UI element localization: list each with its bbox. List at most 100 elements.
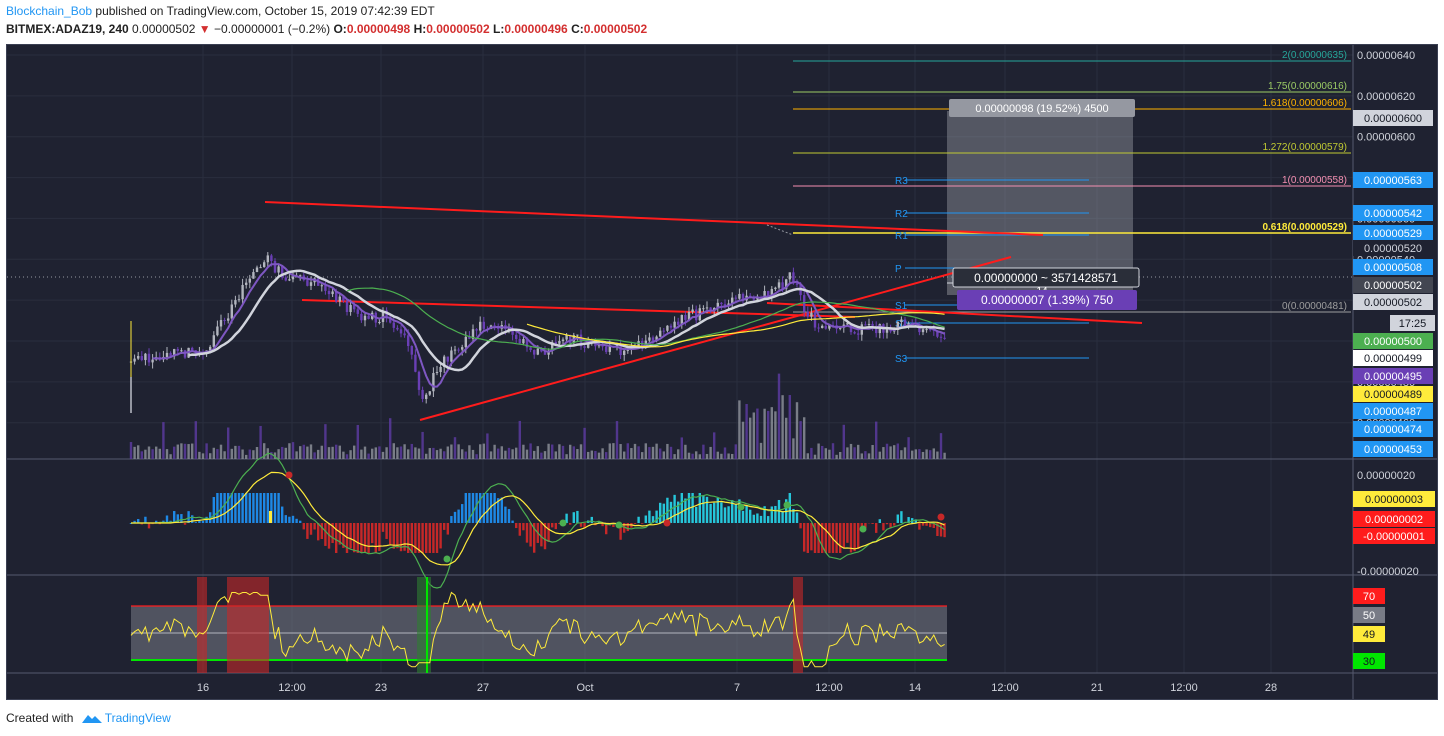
macd-histogram-bar [461, 504, 464, 523]
candle-body [144, 353, 147, 361]
candle-body [533, 350, 536, 355]
macd-histogram-bar [893, 523, 896, 526]
volume-bar [770, 407, 773, 459]
volume-bar [612, 443, 615, 459]
macd-histogram-bar [813, 523, 817, 553]
macd-histogram-bar [511, 520, 514, 523]
candle-body [774, 287, 777, 290]
candle-body [191, 347, 194, 351]
candle-body [734, 297, 737, 299]
volume-bar [767, 410, 770, 459]
volume-bar [450, 444, 453, 459]
trendline [264, 201, 1044, 236]
volume-bar [666, 443, 669, 459]
volume-bar [216, 449, 219, 459]
candle-body [723, 304, 727, 306]
macd-histogram-bar [828, 523, 831, 553]
price-badge-label: 0.00000500 [1364, 336, 1422, 348]
volume-bar [781, 395, 784, 459]
macd-histogram-bar [313, 523, 316, 530]
macd-histogram-bar [446, 523, 449, 535]
macd-histogram-bar [651, 516, 655, 523]
author-link[interactable]: Blockchain_Bob [6, 4, 93, 18]
price-tick-label: 0.00000640 [1357, 50, 1415, 62]
candle-body [507, 328, 511, 330]
candle-body [655, 336, 658, 341]
volume-bar [313, 452, 316, 459]
macd-histogram-bar [324, 523, 327, 546]
candle-body [443, 356, 446, 367]
volume-bar [579, 444, 583, 459]
macd-histogram-bar [907, 517, 910, 523]
candle-body [335, 291, 338, 302]
rsi-badge [1353, 653, 1385, 669]
price-badge [1353, 441, 1433, 457]
macd-histogram-bar [349, 523, 352, 549]
volume-bar [720, 453, 723, 459]
open-label: O: [333, 22, 347, 36]
volume-bar [288, 443, 291, 459]
candles [129, 252, 946, 413]
high-label: H: [413, 22, 427, 36]
fib-level-label: 2(0.00000635) [1282, 50, 1347, 61]
volume-bar [817, 443, 820, 459]
last-price: 0.00000502 [132, 22, 196, 36]
volume-bar [644, 443, 647, 459]
candle-body [230, 304, 233, 319]
volume-bar [342, 451, 345, 459]
candle-body [428, 391, 431, 395]
candle-body [392, 322, 395, 328]
pivot-label: R2 [895, 209, 908, 220]
macd-histogram-bar [421, 523, 424, 553]
volume-bar [648, 447, 651, 459]
volume-bar [705, 453, 709, 459]
candle-body [885, 328, 889, 333]
candle-body [795, 283, 799, 285]
candle-body [821, 325, 824, 328]
tradingview-link[interactable]: TradingView [104, 711, 171, 725]
candle-body [684, 314, 687, 320]
candle-body [626, 349, 629, 351]
volume-bar [155, 446, 158, 459]
volume-bar [396, 447, 399, 459]
chart-frame[interactable]: 2(0.00000635) 1.75(0.00000616) 1.618(0.000… [6, 44, 1438, 700]
macd-histogram-bar [266, 493, 269, 523]
macd-histogram-bar [723, 507, 727, 523]
macd-histogram-bar [399, 523, 403, 552]
macd-histogram-bar [853, 523, 856, 552]
volume-bar [410, 443, 413, 459]
candle-body [421, 389, 424, 399]
candle-body [839, 327, 842, 329]
volume-bar [637, 446, 640, 459]
price-badge [1353, 110, 1433, 126]
published-text: published on TradingView.com, October 15… [92, 4, 435, 18]
volume-bar [378, 446, 381, 459]
volume-bar [749, 417, 752, 459]
candle-body [781, 282, 784, 289]
macd-histogram-bar [180, 514, 183, 523]
chart-canvas[interactable]: 2(0.00000635) 1.75(0.00000616) 1.618(0.000… [7, 45, 1437, 699]
volume-bar [626, 443, 629, 459]
rsi-line [130, 591, 945, 668]
macd-badge-label: -0.00000001 [1363, 531, 1425, 543]
time-tick-label: 16 [197, 682, 209, 694]
candle-body [687, 311, 691, 320]
rsi-badge-label: 70 [1363, 591, 1375, 603]
volume-bar [745, 404, 748, 459]
cursor-label-bg [952, 267, 1140, 288]
macd-histogram-bar [392, 523, 395, 549]
rsi-pane [130, 577, 947, 673]
macd-histogram-bar [842, 523, 845, 548]
candle-body [587, 342, 590, 348]
macd-histogram-bar [626, 523, 629, 532]
candle-body [831, 325, 835, 327]
created-with-text: Created with [6, 711, 77, 725]
macd-badge [1353, 528, 1435, 544]
candle-body [583, 346, 586, 348]
stop-label-bg [957, 290, 1137, 310]
symbol-label[interactable]: BITMEX:ADAZ19, 240 [6, 22, 129, 36]
macd-histogram-bar [623, 523, 626, 533]
volume-bar [860, 453, 863, 459]
volume-bar [615, 421, 619, 459]
volume-bar [792, 438, 795, 459]
